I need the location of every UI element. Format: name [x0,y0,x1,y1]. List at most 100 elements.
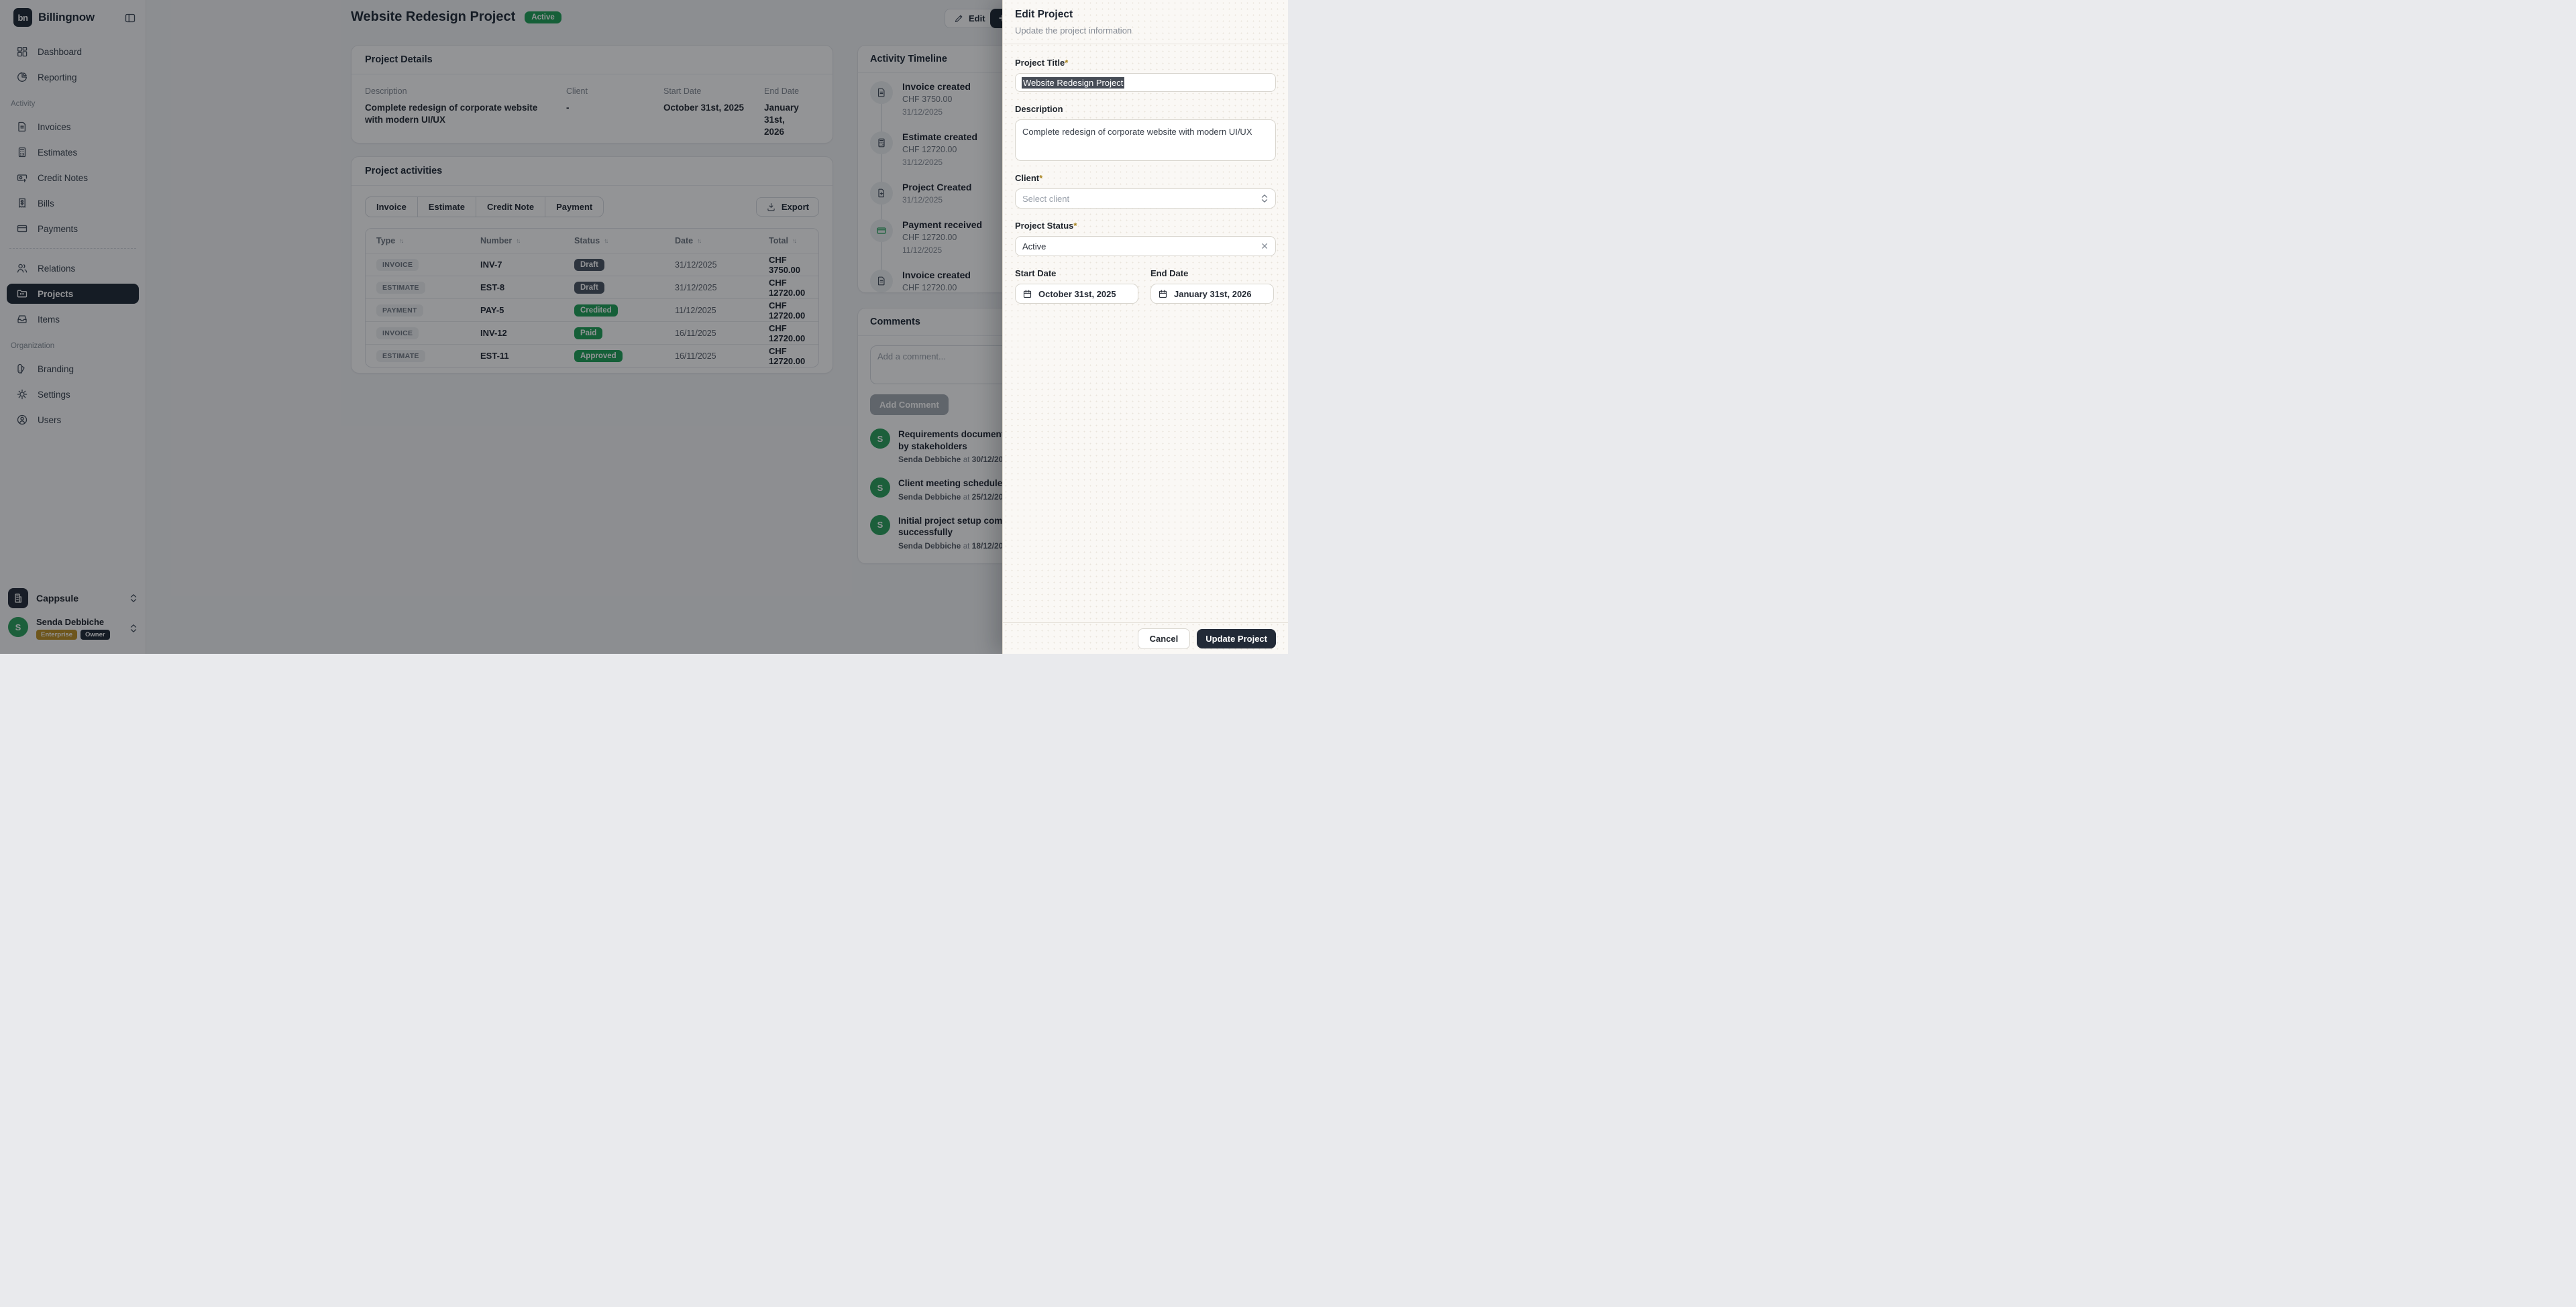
edit-button-label: Edit [969,13,985,23]
comment-author: Senda Debbiche [898,492,961,502]
comment-author: Senda Debbiche [898,455,961,465]
sort-icon[interactable]: ↑↓ [516,237,521,244]
row-number: EST-8 [480,282,505,292]
row-total: CHF 12720.00 [769,323,806,343]
update-project-button[interactable]: Update Project [1197,628,1276,648]
start-date-field[interactable]: October 31st, 2025 [1015,284,1138,304]
timeline-item: Payment received CHF 12720.00 11/12/2025 [870,219,1059,255]
user-menu[interactable]: S Senda Debbiche Enterprise Owner [8,617,138,640]
type-tag: INVOICE [376,258,419,271]
column-type[interactable]: Type [376,236,396,245]
workspace-switcher[interactable]: Cappsule [8,583,138,613]
project-status-field[interactable]: Active ✕ [1015,236,1276,256]
end-date-field[interactable]: January 31st, 2026 [1150,284,1274,304]
card-title: Project activities [352,157,833,186]
sidebar-item-reporting[interactable]: Reporting [7,67,139,87]
detail-start-date: Start Date October 31st, 2025 [663,87,745,113]
column-date[interactable]: Date [675,236,694,245]
table-row[interactable]: INVOICE INV-7 Draft 31/12/2025 CHF 3750.… [366,253,818,276]
client-select[interactable]: Select client [1015,188,1276,209]
sidebar-item-invoices[interactable]: Invoices [7,117,139,137]
swatch-icon [16,363,28,375]
calculator-icon [870,131,893,154]
sidebar-item-items[interactable]: Items [7,309,139,329]
drawer-title: Edit Project [1015,9,1073,20]
detail-end-date: End Date January 31st, 2026 [764,87,800,137]
sort-icon[interactable]: ↑↓ [697,237,702,244]
user-info: Senda Debbiche Enterprise Owner [36,617,110,640]
row-total: CHF 12720.00 [769,345,806,366]
invoice-icon [870,81,893,104]
brand-monogram: bn [13,8,32,27]
comment-item: S Initial project setup completed succes… [870,514,1059,551]
gear-icon [16,388,28,400]
sort-icon[interactable]: ↑↓ [399,237,404,244]
page-header: Website Redesign Project Active [351,9,561,25]
clear-icon[interactable]: ✕ [1260,240,1269,251]
activities-table: Type ↑↓ Number ↑↓ Status ↑↓ Date ↑↓ Total ↑↓ … [365,228,819,367]
tab-payment[interactable]: Payment [545,197,603,217]
column-status[interactable]: Status [574,236,600,245]
credit-note-icon [16,172,28,184]
row-date: 31/12/2025 [675,282,717,292]
description-field[interactable]: Complete redesign of corporate website w… [1015,119,1276,161]
table-row[interactable]: ESTIMATE EST-11 Approved 16/11/2025 CHF … [366,344,818,367]
cancel-button[interactable]: Cancel [1137,628,1191,649]
table-row[interactable]: INVOICE INV-12 Paid 16/11/2025 CHF 12720… [366,321,818,344]
tab-credit-note[interactable]: Credit Note [476,197,545,217]
sidebar-item-branding[interactable]: Branding [7,359,139,379]
sidebar-item-payments[interactable]: Payments [7,219,139,239]
project-activities-card: Project activities Invoice Estimate Cred… [351,156,833,374]
sidebar-item-users[interactable]: Users [7,410,139,430]
sidebar-item-label: Bills [38,198,54,209]
comment-author: Senda Debbiche [898,541,961,551]
sidebar-collapse-icon[interactable] [124,12,136,24]
client-placeholder: Select client [1022,193,1070,204]
row-number: INV-12 [480,328,507,338]
card-title: Project Details [352,46,833,74]
sort-icon[interactable]: ↑↓ [792,237,797,244]
start-date-label: Start Date [1015,268,1057,278]
sidebar-item-estimates[interactable]: Estimates [7,142,139,162]
receipt-icon [16,197,28,209]
sidebar-item-bills[interactable]: Bills [7,193,139,213]
sidebar-item-settings[interactable]: Settings [7,384,139,404]
edit-button[interactable]: Edit [945,9,995,28]
export-button[interactable]: Export [755,197,819,217]
add-comment-button[interactable]: Add Comment [870,394,949,415]
required-asterisk: * [1065,58,1069,68]
sidebar-item-projects[interactable]: Projects [7,284,139,304]
comment-avatar: S [870,477,890,498]
project-title-field[interactable]: Website Redesign Project [1015,73,1276,92]
timeline-item: Invoice created CHF 12720.00 16/11/2025 [870,270,1059,292]
sort-icon[interactable]: ↑↓ [604,237,608,244]
calculator-icon [16,146,28,158]
sidebar-item-dashboard[interactable]: Dashboard [7,42,139,62]
dashboard-icon [16,46,28,58]
user-avatar: S [8,617,28,637]
payment-card-icon [870,219,893,242]
project-details-card: Project Details Description Complete red… [351,45,833,144]
tab-estimate[interactable]: Estimate [417,197,476,217]
table-row[interactable]: PAYMENT PAY-5 Credited 11/12/2025 CHF 12… [366,298,818,321]
client-label: Client* [1015,173,1043,183]
column-number[interactable]: Number [480,236,513,245]
comment-avatar: S [870,429,890,449]
calendar-icon [1158,289,1168,299]
app-root: bn Billingnow Dashboard Reporting Activi… [0,0,1288,654]
row-number: PAY-5 [480,305,504,315]
table-row[interactable]: ESTIMATE EST-8 Draft 31/12/2025 CHF 1272… [366,276,818,298]
tab-invoice[interactable]: Invoice [376,202,407,212]
sidebar-item-credit-notes[interactable]: Credit Notes [7,168,139,188]
row-number: EST-11 [480,351,509,361]
table-header-row: Type ↑↓ Number ↑↓ Status ↑↓ Date ↑↓ Total ↑↓ [366,229,818,253]
sidebar-item-label: Branding [38,363,74,374]
card-title: Comments [858,308,1071,336]
comment-date: 30/12/2025 [971,455,1012,465]
export-button-label: Export [781,202,809,212]
drawer-subtitle: Update the project information [1015,25,1132,36]
page-title: Website Redesign Project [351,9,516,24]
sidebar-item-relations[interactable]: Relations [7,258,139,278]
project-title-label: Project Title* [1015,58,1069,68]
column-total[interactable]: Total [769,236,788,245]
